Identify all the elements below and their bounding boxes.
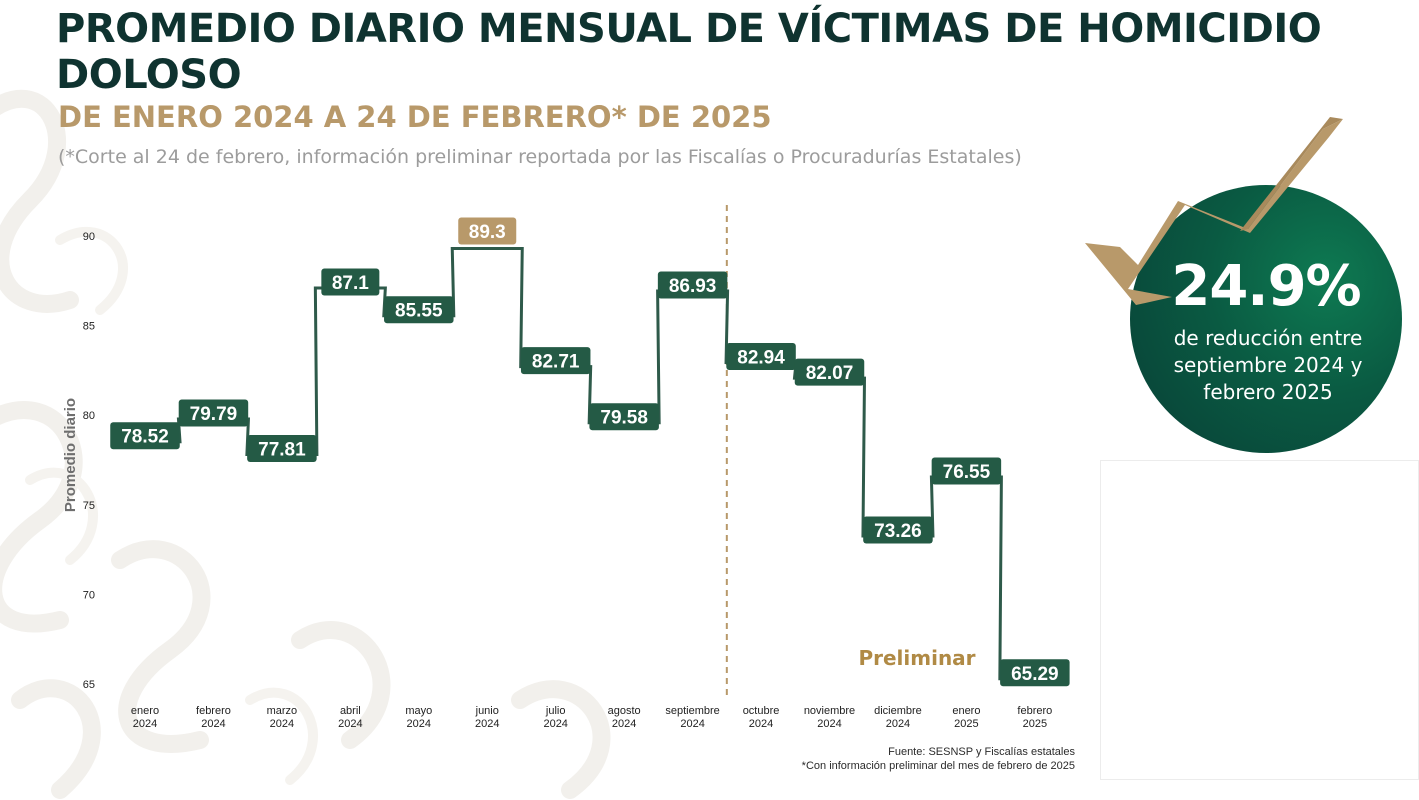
x-tick-month: agosto <box>608 705 641 717</box>
data-label-box <box>247 434 317 462</box>
reduction-percentage: 24.9% <box>1171 254 1361 319</box>
data-label-box <box>589 403 659 431</box>
page-title: PROMEDIO DIARIO MENSUAL DE VÍCTIMAS DE H… <box>56 6 1322 98</box>
x-tick-month: marzo <box>267 705 298 717</box>
data-label: 65.29 <box>1011 664 1059 685</box>
x-tick-month: diciembre <box>874 705 922 717</box>
x-tick-month: junio <box>475 705 499 717</box>
x-tick-month: febrero <box>1017 705 1052 717</box>
x-tick-month: febrero <box>196 705 231 717</box>
x-tick-month: septiembre <box>665 705 719 717</box>
data-label-box <box>931 457 1002 485</box>
data-label-box <box>384 296 454 324</box>
x-tick-year: 2024 <box>543 718 567 730</box>
data-label-box <box>520 347 591 375</box>
data-label-box <box>110 422 180 450</box>
data-label: 87.1 <box>332 273 369 294</box>
data-label: 82.94 <box>737 348 785 369</box>
x-tick-month: enero <box>131 705 159 717</box>
x-tick-year: 2024 <box>612 718 636 730</box>
x-tick-year: 2024 <box>749 718 773 730</box>
x-tick-year: 2024 <box>133 718 157 730</box>
x-tick-month: noviembre <box>804 705 855 717</box>
data-label: 77.81 <box>258 439 306 460</box>
data-label-box <box>863 516 933 544</box>
reduction-circle <box>1130 185 1402 453</box>
data-label: 82.71 <box>532 352 580 373</box>
data-label: 79.79 <box>190 404 238 425</box>
x-tick-year: 2024 <box>338 718 362 730</box>
x-tick-month: octubre <box>743 705 780 717</box>
source-text: Fuente: SESNSP y Fiscalías estatales <box>888 746 1075 758</box>
x-tick-year: 2025 <box>954 718 978 730</box>
x-tick-month: abril <box>340 705 361 717</box>
source-note: *Con información preliminar del mes de f… <box>801 760 1075 772</box>
x-tick-year: 2024 <box>270 718 294 730</box>
x-tick-month: julio <box>545 705 566 717</box>
data-label-box <box>1000 659 1070 687</box>
data-label: 82.07 <box>806 363 854 384</box>
data-cutoff-note: (*Corte al 24 de febrero, información pr… <box>58 146 1022 168</box>
y-tick-label: 85 <box>83 321 95 333</box>
x-tick-year: 2024 <box>886 718 910 730</box>
x-tick-year: 2024 <box>475 718 499 730</box>
blank-panel <box>1100 460 1419 780</box>
down-trend-arrow-icon <box>1085 117 1343 305</box>
data-label-box <box>178 399 249 427</box>
series-step-line <box>145 247 1035 681</box>
data-label-box <box>458 217 517 245</box>
x-tick-month: mayo <box>405 705 432 717</box>
x-tick-year: 2024 <box>680 718 704 730</box>
x-tick-year: 2024 <box>201 718 225 730</box>
source-footer: Fuente: SESNSP y Fiscalías estatales *Co… <box>700 745 1075 773</box>
x-tick-year: 2025 <box>1023 718 1047 730</box>
reduction-description: de reducción entre septiembre 2024 y feb… <box>1173 326 1363 404</box>
data-label: 73.26 <box>874 521 922 542</box>
y-tick-label: 90 <box>83 231 95 243</box>
reduction-callout: 24.9% de reducción entre septiembre 2024… <box>1080 115 1419 460</box>
page-subtitle: DE ENERO 2024 A 24 DE FEBRERO* DE 2025 <box>58 100 772 134</box>
y-tick-label: 75 <box>83 500 95 512</box>
data-label: 79.58 <box>600 408 648 429</box>
data-label-box <box>657 271 728 299</box>
data-label: 86.93 <box>669 276 717 297</box>
preliminary-label: Preliminar <box>858 646 975 670</box>
data-label: 76.55 <box>943 462 991 483</box>
data-label: 89.3 <box>469 222 506 243</box>
y-axis-label: Promedio diario <box>62 398 79 512</box>
data-label-box <box>321 268 380 296</box>
data-label: 78.52 <box>121 427 169 448</box>
y-tick-label: 65 <box>83 679 95 691</box>
data-label-box <box>726 343 796 371</box>
x-tick-month: enero <box>952 705 980 717</box>
x-tick-year: 2024 <box>817 718 841 730</box>
y-tick-label: 70 <box>83 589 95 601</box>
data-label: 85.55 <box>395 301 443 322</box>
y-tick-label: 80 <box>83 410 95 422</box>
data-label-box <box>794 358 865 386</box>
x-tick-year: 2024 <box>407 718 431 730</box>
